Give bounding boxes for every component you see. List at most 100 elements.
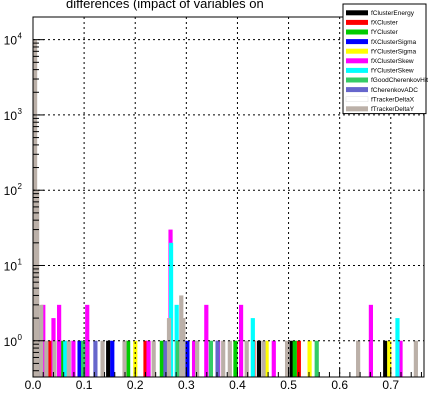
bar-fYCluster-0 xyxy=(59,340,64,377)
bar-fTrackerDeltaY-17 xyxy=(284,340,290,377)
legend-label: fTrackerDeltaY xyxy=(371,106,415,113)
y-tick-exponent: 2 xyxy=(18,182,23,191)
bar-fXClusterSkew-14 xyxy=(398,340,403,377)
bar-fTrackerDeltaY-16 xyxy=(261,340,266,377)
legend-swatch xyxy=(346,87,368,93)
bar-fYClusterSkew-4 xyxy=(250,318,255,377)
x-tick-label-5: 0.5 xyxy=(280,378,297,392)
legend-swatch xyxy=(346,106,368,112)
bar-fYCluster-2 xyxy=(159,340,164,377)
bar-fTrackerDeltaY-11 xyxy=(181,318,186,377)
legend-label: fClusterEnergy xyxy=(371,10,415,17)
grid-layer xyxy=(33,17,424,377)
y-tick-exponent: 1 xyxy=(18,257,23,266)
bar-fXClusterSkew-8 xyxy=(191,340,197,377)
bar-fXCluster-3 xyxy=(296,340,301,377)
x-tick-label-3: 0.3 xyxy=(178,378,195,392)
y-tick-exponent: 3 xyxy=(18,107,23,116)
legend-swatch xyxy=(346,58,368,64)
bar-fClusterEnergy-3 xyxy=(289,340,294,377)
bar-fTrackerDeltaY-8 xyxy=(151,340,156,377)
y-tick-base: 10 xyxy=(4,259,18,273)
bar-fCherenkovADC-1 xyxy=(93,340,98,377)
bar-fYCluster-1 xyxy=(126,340,131,377)
y-tick-label-2: 10 2 xyxy=(4,182,23,198)
legend-entry-fYClusterSkew: fYClusterSkew xyxy=(346,68,414,75)
legend-entry-fYClusterSigma: fYClusterSigma xyxy=(346,48,417,55)
legend-swatch xyxy=(346,48,368,54)
legend-swatch xyxy=(345,96,369,102)
bar-fXClusterSigma-2 xyxy=(185,340,190,377)
legend-entry-fTrackerDeltaX: fTrackerDeltaX xyxy=(345,96,415,103)
bar-fTrackerDeltaY-3 xyxy=(44,340,49,377)
bar-fXClusterSigma-0 xyxy=(77,340,82,377)
bar-fXClusterSkew-3 xyxy=(71,340,76,377)
legend-entry-fXClusterSigma: fXClusterSigma xyxy=(346,39,417,46)
legend-entry-fTrackerDeltaY: fTrackerDeltaY xyxy=(346,106,415,113)
legend-swatch xyxy=(346,39,368,45)
bar-fXCluster-1 xyxy=(143,340,148,377)
bar-fXClusterSkew-4 xyxy=(85,304,90,377)
bar-fTrackerDeltaY-18 xyxy=(356,340,361,377)
bar-fClusterEnergy-4 xyxy=(383,340,388,377)
bar-fTrackerDeltaY-1 xyxy=(35,190,40,377)
x-tick-label-4: 0.4 xyxy=(229,378,246,392)
bar-fYClusterSkew-5 xyxy=(395,318,400,377)
bar-fTrackerDeltaY-13 xyxy=(221,340,226,377)
bar-fGoodCherenkovHit-3 xyxy=(314,340,319,377)
bar-fGoodCherenkovHit-0 xyxy=(81,340,86,377)
x-tick-label-1: 0.1 xyxy=(76,378,93,392)
bar-fXClusterSigma-1 xyxy=(110,340,115,377)
x-tick-label-0: 0.0 xyxy=(25,378,42,392)
bar-fTrackerDeltaX-0 xyxy=(329,340,334,377)
legend-entry-fGoodCherenkovHit: fGoodCherenkovHit xyxy=(346,77,428,84)
bar-fYClusterSigma-1 xyxy=(264,340,269,377)
bar-fXClusterSkew-12 xyxy=(271,340,276,377)
y-tick-base: 10 xyxy=(4,34,18,48)
y-tick-label-4: 10 4 xyxy=(4,32,23,48)
bar-fTrackerDeltaY-6 xyxy=(100,340,105,377)
x-tick-label-6: 0.6 xyxy=(331,378,348,392)
bar-fXClusterSkew-11 xyxy=(238,304,244,377)
y-tick-base: 10 xyxy=(4,184,18,198)
legend-label: fXClusterSigma xyxy=(371,39,417,46)
legend-entry-fXClusterSkew: fXClusterSkew xyxy=(346,58,414,65)
bar-fXClusterSkew-5 xyxy=(146,340,151,377)
bar-fTrackerDeltaY-4 xyxy=(52,340,57,377)
bar-fYClusterSkew-1 xyxy=(63,340,68,377)
bar-fXClusterSkew-13 xyxy=(368,304,373,377)
y-tick-label-0: 10 0 xyxy=(4,333,23,349)
bar-fTrackerDeltaY-14 xyxy=(227,340,232,377)
bar-fYClusterSkew-2 xyxy=(168,242,174,377)
bar-fYCluster-4 xyxy=(292,340,297,377)
bar-fTrackerDeltaY-9 xyxy=(166,318,172,377)
bar-fClusterEnergy-2 xyxy=(256,340,262,377)
bar-fTrackerDeltaY-7 xyxy=(122,340,127,377)
legend-entry-fClusterEnergy: fClusterEnergy xyxy=(346,10,415,17)
bar-fCherenkovADC-2 xyxy=(163,340,168,377)
bar-fGoodCherenkovHit-1 xyxy=(175,340,180,377)
legend-label: fXCluster xyxy=(371,20,399,27)
bar-fTrackerDeltaY-19 xyxy=(413,340,418,377)
y-tick-base: 10 xyxy=(4,109,18,123)
bar-fYClusterSigma-3 xyxy=(387,340,392,377)
bar-fXClusterSkew-9 xyxy=(204,304,209,377)
y-tick-exponent: 4 xyxy=(18,32,23,41)
x-tick-label-7: 0.7 xyxy=(382,378,399,392)
legend-label: fXClusterSkew xyxy=(371,58,414,65)
bar-fTrackerDeltaY-5 xyxy=(66,340,71,377)
bar-fXCluster-0 xyxy=(47,340,52,377)
x-tick-label-2: 0.2 xyxy=(127,378,144,392)
legend-swatch xyxy=(346,19,368,25)
legend-swatch xyxy=(346,67,368,73)
legend-swatch xyxy=(346,29,368,35)
bar-fGoodCherenkovHit-2 xyxy=(208,340,214,377)
bar-fTrackerDeltaY-12 xyxy=(195,340,200,377)
legend-entry-fYCluster: fYCluster xyxy=(346,29,399,36)
legend-label: fYClusterSkew xyxy=(371,68,414,75)
chart-title: differences (impact of variables on xyxy=(66,0,264,11)
bar-fTrackerDeltaY-15 xyxy=(244,340,249,377)
ticks-layer xyxy=(32,16,422,377)
